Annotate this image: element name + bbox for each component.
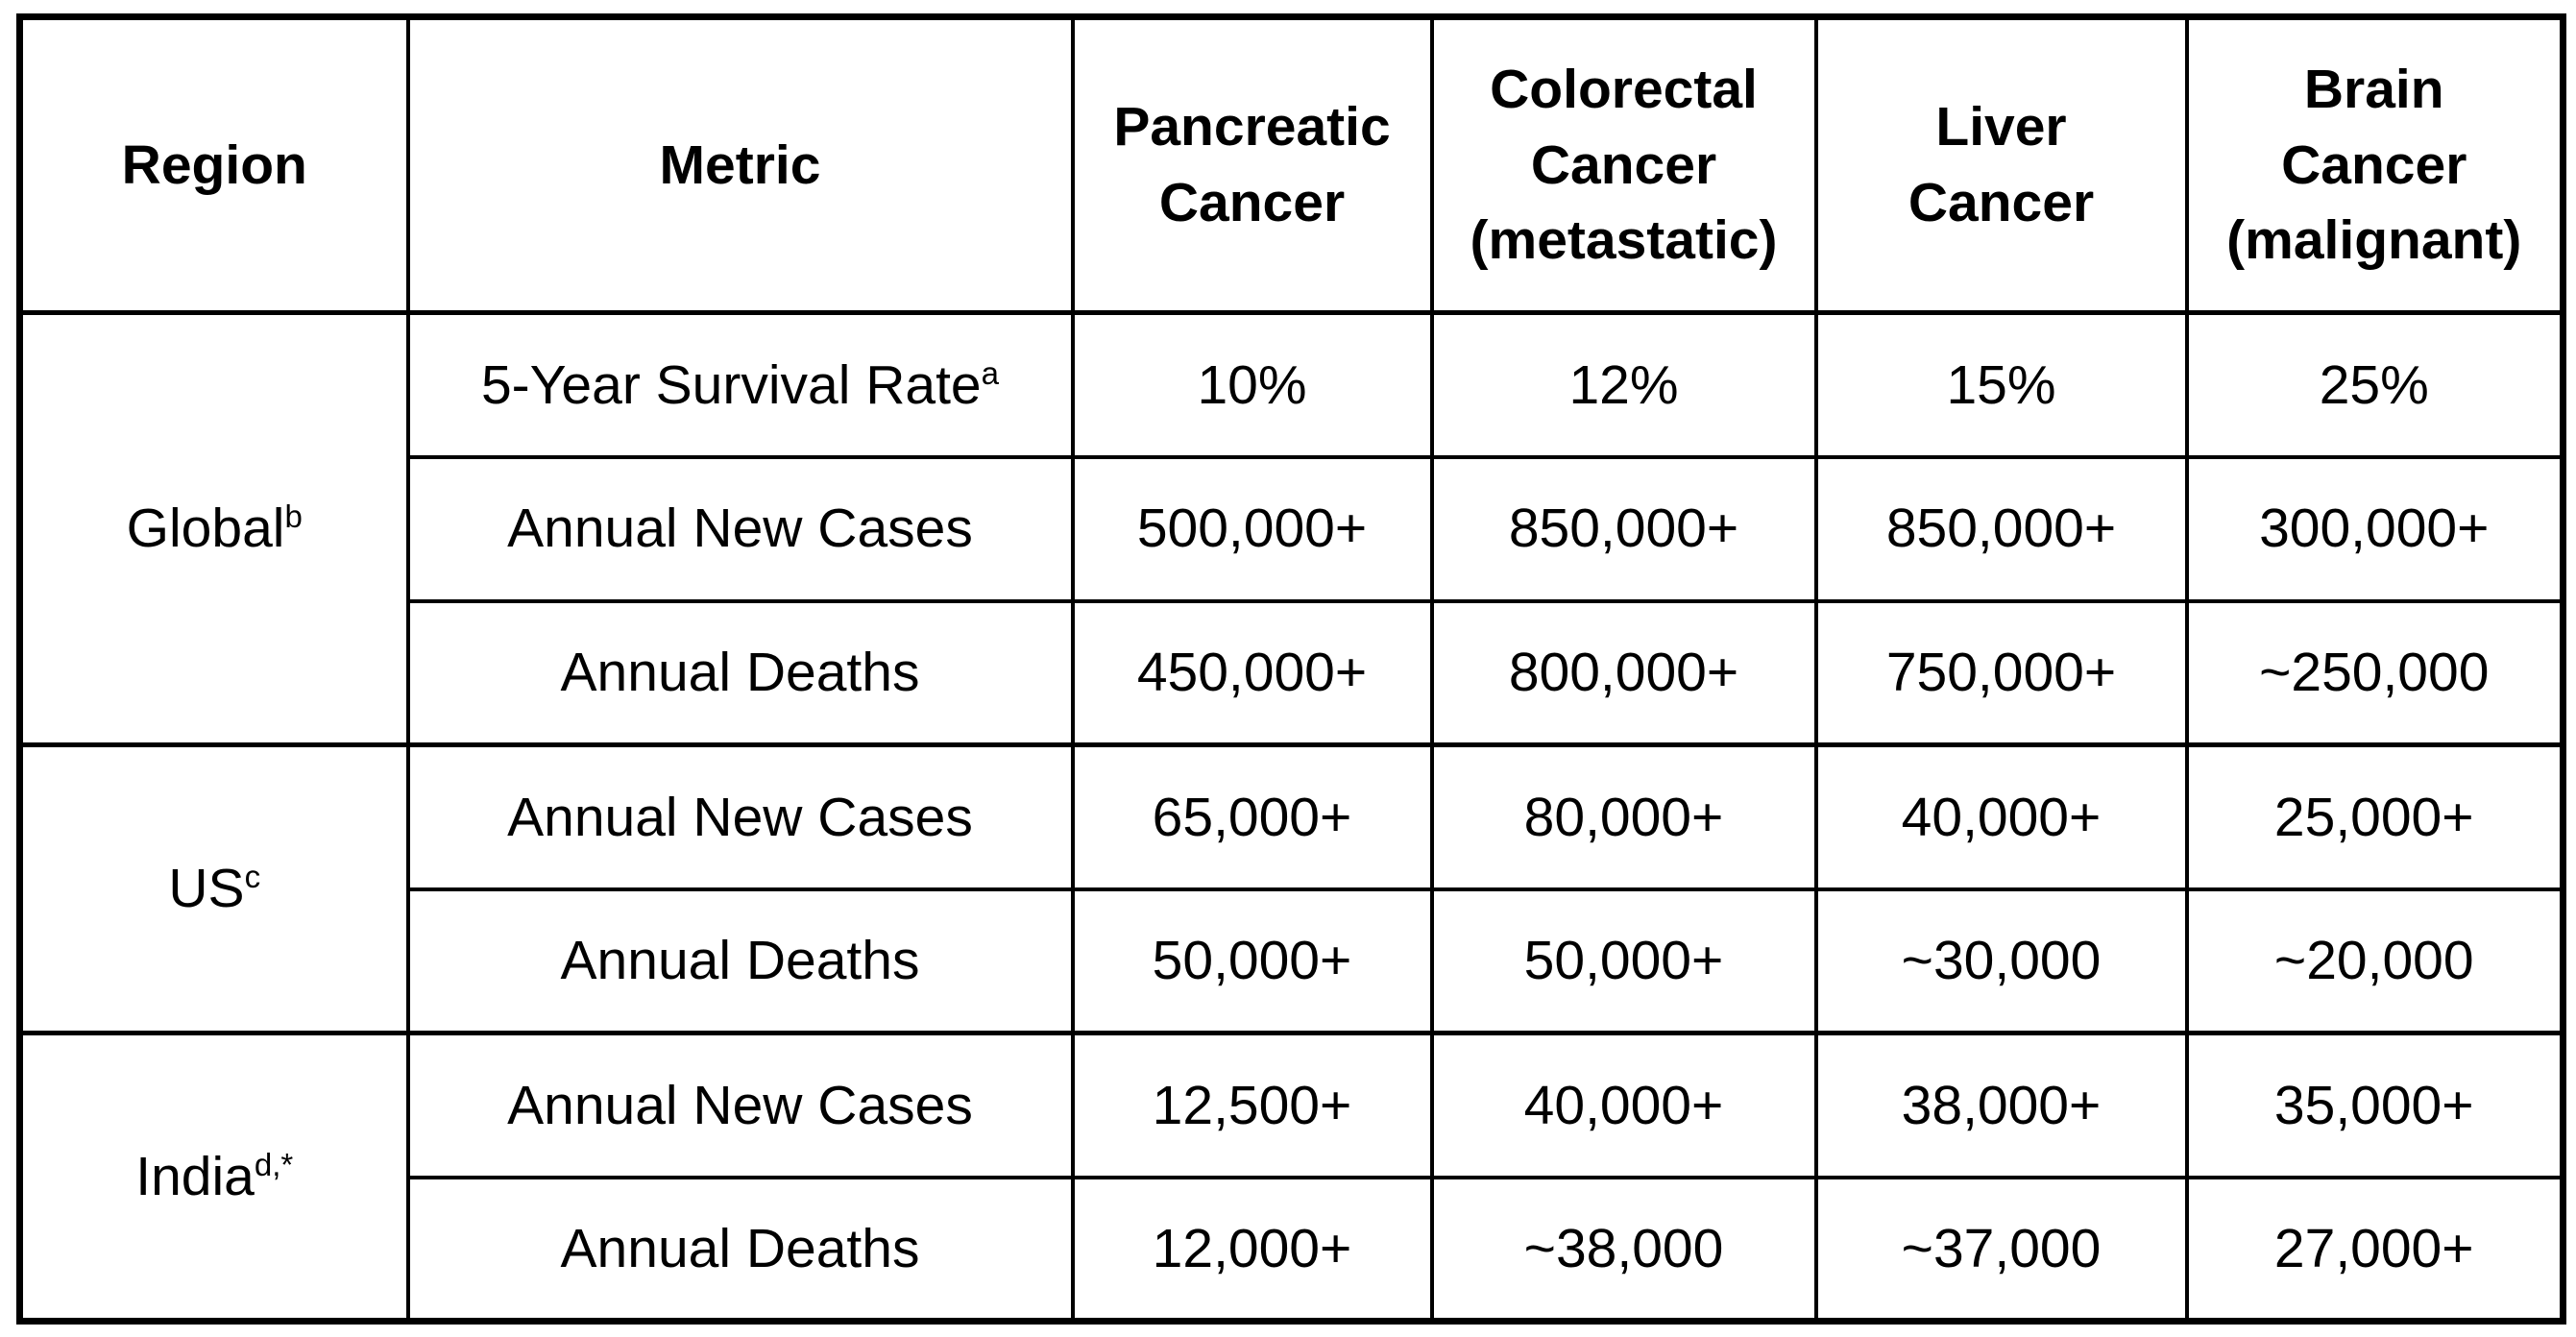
metric-label: Annual Deaths <box>560 930 920 992</box>
row-us-new-cases: USc Annual New Cases 65,000+ 80,000+ 40,… <box>17 742 2565 1035</box>
value-cell: 10% <box>1070 310 1434 459</box>
cancer-statistics-table: Region Metric Pancreatic Cancer Colorect… <box>16 13 2566 1325</box>
header-row: Region Metric Pancreatic Cancer Colorect… <box>17 14 2565 315</box>
metric-cell: Annual New Cases <box>405 454 1075 603</box>
row-global-new-cases: Annual New Cases 500,000+ 850,000+ 850,0… <box>20 454 2565 603</box>
col-header-pancreatic-cancer: Pancreatic Cancer <box>1070 14 1434 315</box>
region-label: Global <box>126 498 285 560</box>
value-cell: ~30,000 <box>1813 887 2189 1035</box>
metric-cell: Annual New Cases <box>405 1031 1075 1179</box>
metric-cell: 5-Year Survival Ratea <box>405 310 1075 459</box>
value-cell: 40,000+ <box>1429 1031 1818 1179</box>
metric-cell: Annual Deaths <box>405 1175 1075 1324</box>
value-cell: 750,000+ <box>1813 598 2189 747</box>
value-cell: 12,500+ <box>1070 1031 1434 1179</box>
metric-footnote-marker: a <box>981 355 1000 392</box>
region-cell-global: Globalb <box>17 310 410 747</box>
value-cell: 450,000+ <box>1070 598 1434 747</box>
value-cell: 300,000+ <box>2184 454 2565 603</box>
value-cell: 38,000+ <box>1813 1031 2189 1179</box>
row-global-survival-rate: Globalb 5-Year Survival Ratea 10% 12% 15… <box>17 310 2565 747</box>
metric-label: 5-Year Survival Rate <box>480 353 982 416</box>
value-cell: ~38,000 <box>1429 1175 1818 1324</box>
value-cell: 65,000+ <box>1070 742 1434 891</box>
value-cell: 25% <box>2184 310 2565 459</box>
value-cell: 25,000+ <box>2184 742 2565 891</box>
value-cell: 500,000+ <box>1070 454 1434 603</box>
region-label: India <box>135 1145 255 1207</box>
value-cell: 35,000+ <box>2184 1031 2565 1179</box>
value-cell: 850,000+ <box>1813 454 2189 603</box>
value-cell: 80,000+ <box>1429 742 1818 891</box>
value-cell: 40,000+ <box>1813 742 2189 891</box>
value-cell: 15% <box>1813 310 2189 459</box>
value-cell: ~250,000 <box>2184 598 2565 747</box>
row-global-deaths: Annual Deaths 450,000+ 800,000+ 750,000+… <box>20 598 2565 747</box>
metric-cell: Annual Deaths <box>405 598 1075 747</box>
metric-cell: Annual Deaths <box>405 887 1075 1035</box>
metric-label: Annual New Cases <box>507 498 973 560</box>
metric-label: Annual Deaths <box>560 642 920 704</box>
row-india-deaths: Annual Deaths 12,000+ ~38,000 ~37,000 27… <box>20 1175 2565 1324</box>
value-cell: 12,000+ <box>1070 1175 1434 1324</box>
col-header-colorectal-cancer: Colorectal Cancer (metastatic) <box>1429 14 1818 315</box>
region-footnote-marker: c <box>244 860 261 896</box>
col-header-liver-cancer: Liver Cancer <box>1813 14 2189 315</box>
value-cell: 12% <box>1429 310 1818 459</box>
value-cell: ~20,000 <box>2184 887 2565 1035</box>
region-footnote-marker: d,* <box>254 1147 294 1183</box>
metric-label: Annual New Cases <box>507 1074 973 1136</box>
row-india-new-cases: Indiad,* Annual New Cases 12,500+ 40,000… <box>17 1031 2565 1324</box>
metric-label: Annual New Cases <box>507 786 973 848</box>
region-cell-us: USc <box>17 742 410 1035</box>
col-header-brain-cancer: Brain Cancer (malignant) <box>2184 14 2565 315</box>
value-cell: 850,000+ <box>1429 454 1818 603</box>
col-header-region: Region <box>17 14 410 315</box>
value-cell: ~37,000 <box>1813 1175 2189 1324</box>
value-cell: 27,000+ <box>2184 1175 2565 1324</box>
metric-cell: Annual New Cases <box>405 742 1075 891</box>
col-header-metric: Metric <box>405 14 1075 315</box>
value-cell: 50,000+ <box>1070 887 1434 1035</box>
region-label: US <box>168 858 245 920</box>
cancer-statistics-table-container: Region Metric Pancreatic Cancer Colorect… <box>16 13 2566 1325</box>
region-cell-india: Indiad,* <box>17 1031 410 1324</box>
row-us-deaths: Annual Deaths 50,000+ 50,000+ ~30,000 ~2… <box>20 887 2565 1035</box>
value-cell: 800,000+ <box>1429 598 1818 747</box>
region-footnote-marker: b <box>284 499 303 536</box>
metric-label: Annual Deaths <box>560 1217 920 1279</box>
value-cell: 50,000+ <box>1429 887 1818 1035</box>
